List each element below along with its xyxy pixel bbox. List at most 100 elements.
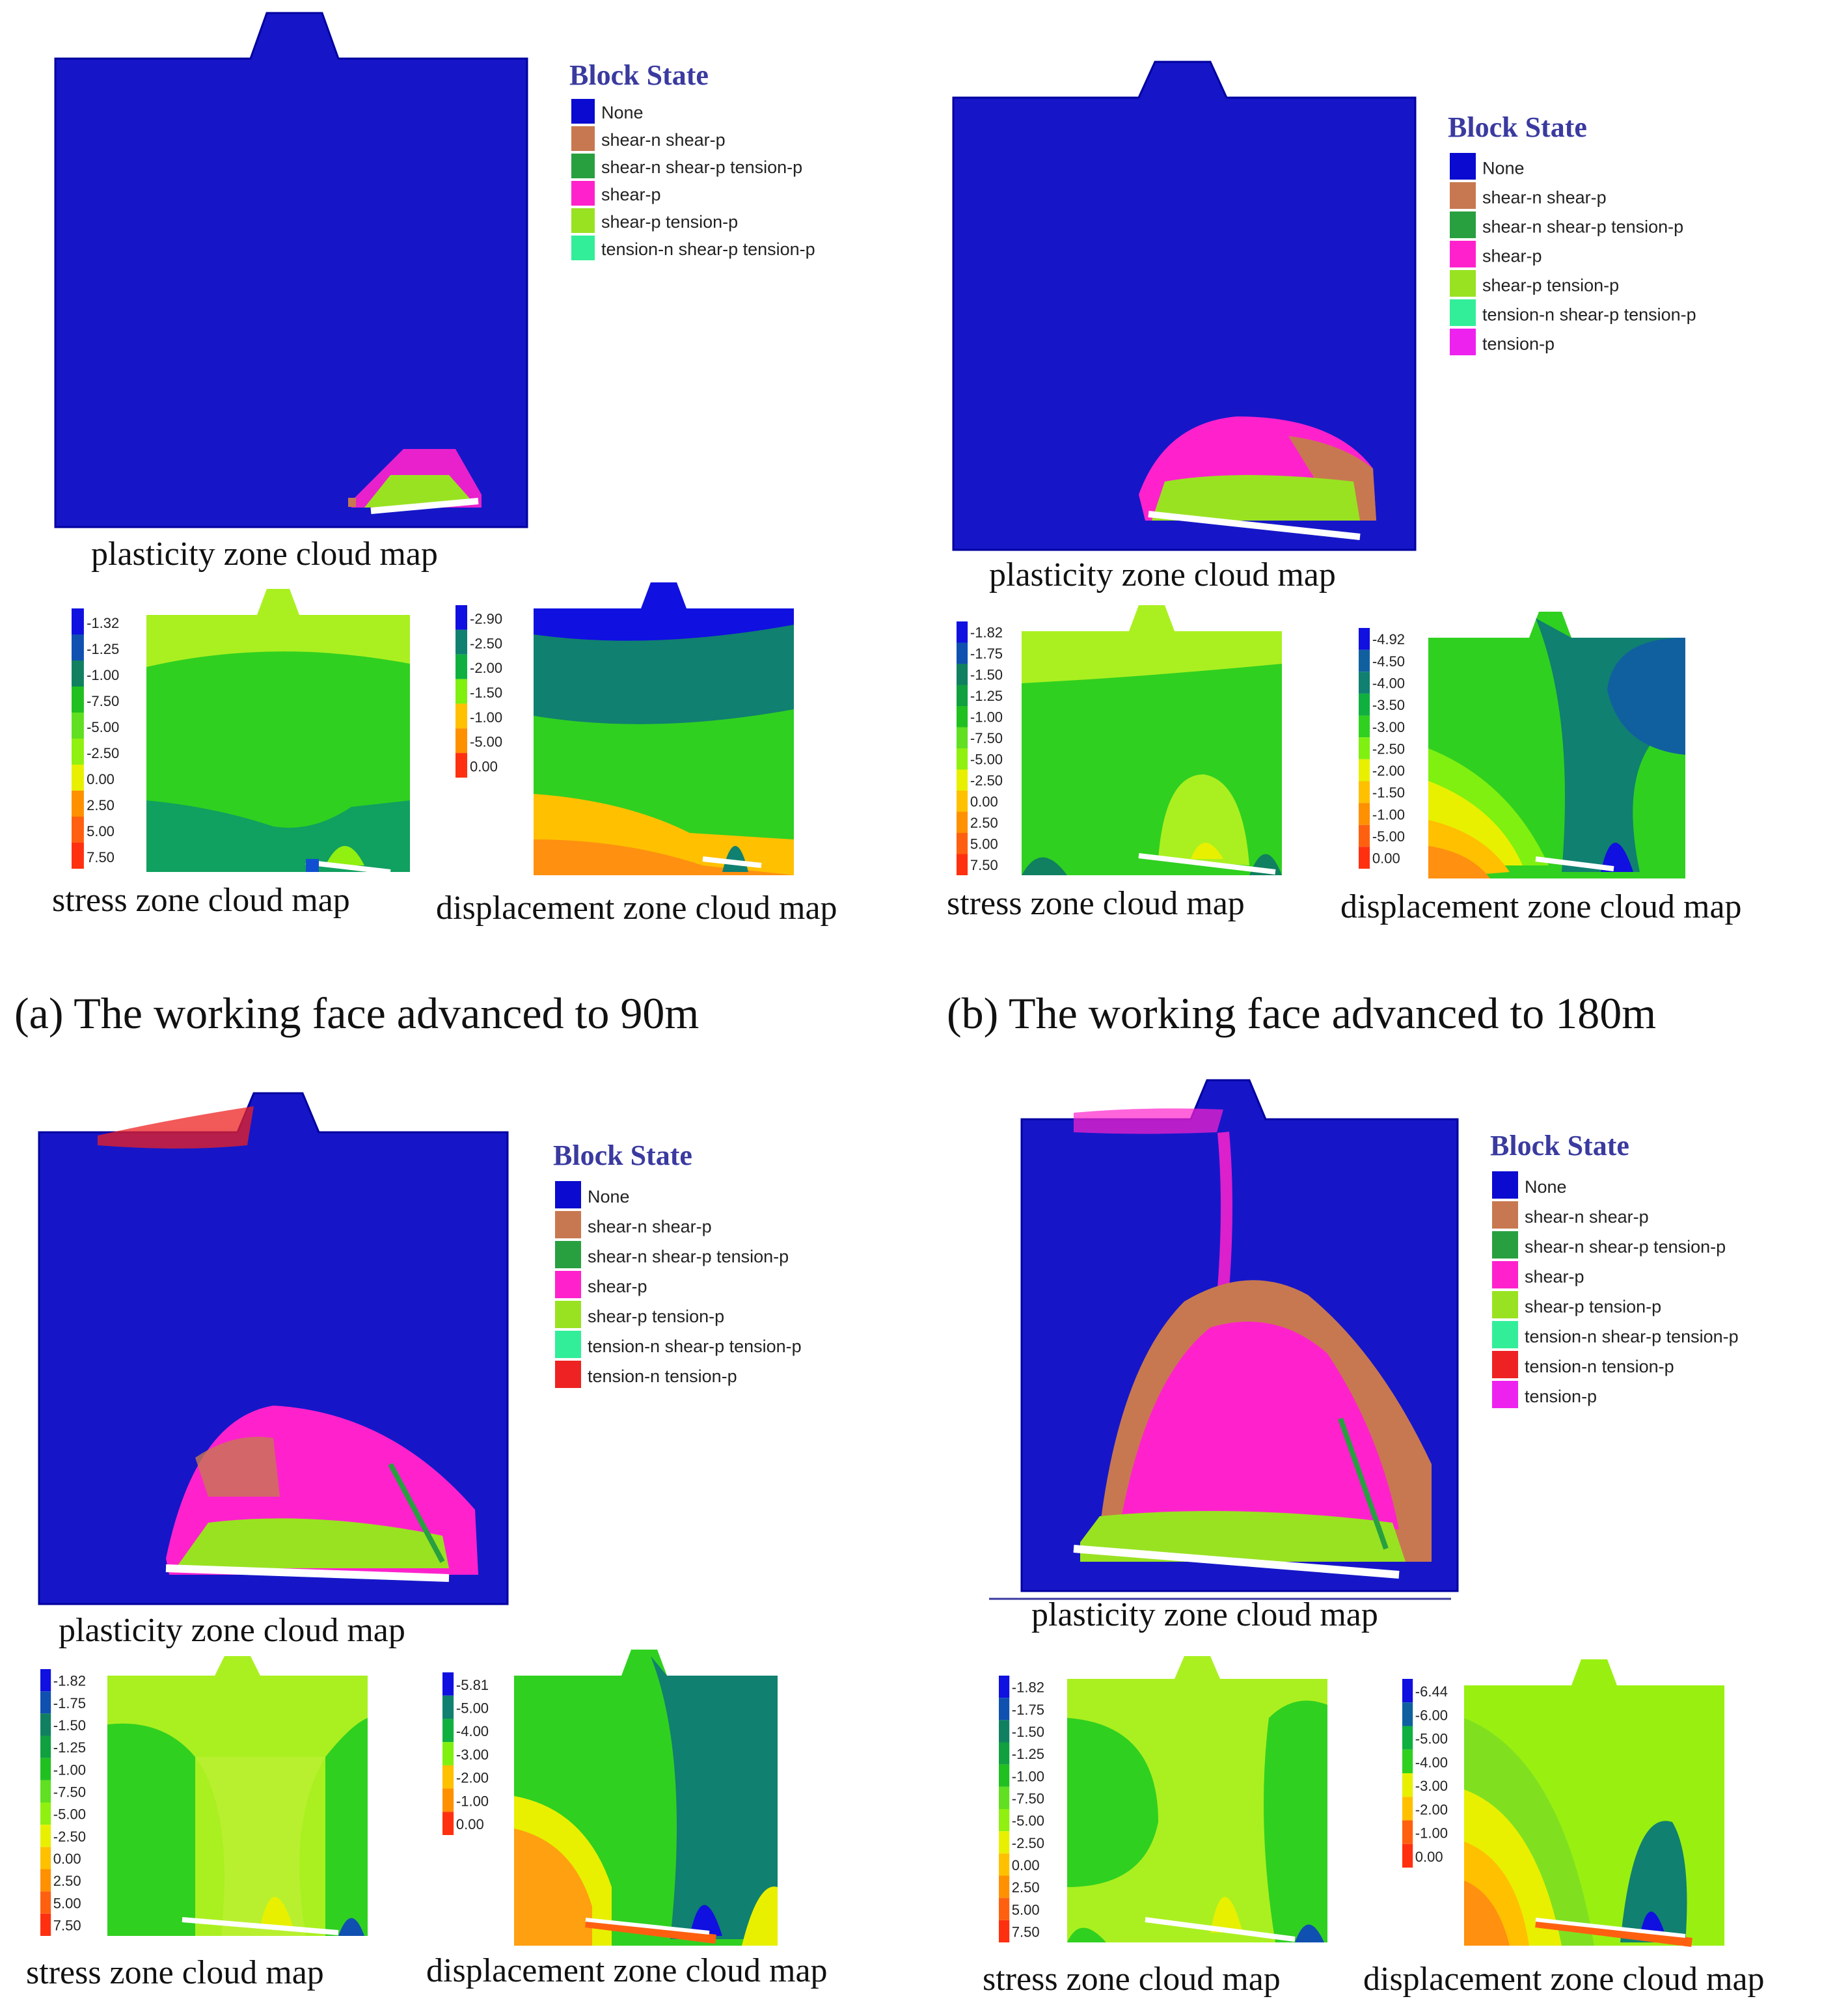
- scale-swatch: [957, 642, 968, 664]
- scale-swatch: [72, 791, 84, 817]
- scale-swatch: [455, 753, 467, 778]
- scale-tick-label: -4.00: [456, 1723, 489, 1739]
- caption-a: (a) The working face advanced to 90m: [14, 988, 699, 1038]
- scale-swatch: [72, 817, 84, 843]
- legend-a: Block State None shear-n shear-p shear-n s…: [569, 59, 815, 260]
- scale-tick-label: -1.00: [1012, 1768, 1044, 1784]
- caption-b: (b) The working face advanced to 180m: [947, 988, 1656, 1038]
- scale-tick-label: -1.00: [456, 1793, 489, 1809]
- scale-swatch: [957, 791, 968, 812]
- legend-item: tension-n shear-p tension-p: [555, 1331, 802, 1358]
- displacement-scale-a: -2.90 -2.50 -2.00 -1.50 -1.00 -5.00 0.00: [455, 605, 502, 778]
- scale-tick-label: -2.50: [1372, 741, 1405, 757]
- legend-item: shear-n shear-p tension-p: [571, 154, 802, 178]
- legend-swatch: [571, 181, 595, 206]
- legend-item: tension-n shear-p tension-p: [1492, 1321, 1739, 1348]
- stress-scale-d: -1.82 -1.75 -1.50 -1.25 -1.00 -7.50 -5.00 -2.50…: [999, 1676, 1044, 1942]
- legend-label: tension-n shear-p tension-p: [588, 1337, 802, 1356]
- displacement-scale-b: -4.92 -4.50 -4.00 -3.50 -3.00 -2.50 -2.00 -1.50…: [1359, 628, 1405, 869]
- scale-swatch: [72, 660, 84, 687]
- scale-swatch: [442, 1765, 454, 1789]
- scale-swatch: [72, 739, 84, 765]
- scale-swatch: [442, 1812, 454, 1835]
- scale-swatch: [1359, 803, 1370, 825]
- scale-tick-label: -1.75: [970, 646, 1003, 662]
- scale-swatch: [1359, 847, 1370, 869]
- scale-swatch: [957, 833, 968, 854]
- scale-tick-label: -1.25: [970, 688, 1003, 704]
- legend-title: Block State: [569, 59, 709, 91]
- scale-tick-label: -1.00: [87, 667, 119, 683]
- scale-tick-label: 7.50: [970, 857, 998, 873]
- legend-swatch: [1450, 182, 1476, 209]
- scale-tick-label: 2.50: [1012, 1879, 1040, 1896]
- legend-label: shear-p: [1482, 246, 1542, 265]
- scale-tick-label: -1.75: [53, 1695, 86, 1711]
- legend-swatch: [1492, 1321, 1518, 1348]
- legend-label: tension-p: [1525, 1387, 1597, 1406]
- legend-swatch: [555, 1361, 581, 1388]
- legend-swatch: [1492, 1261, 1518, 1288]
- stress-map-d: [1067, 1656, 1327, 1942]
- scale-swatch: [999, 1920, 1010, 1942]
- scale-tick-label: -1.50: [53, 1717, 86, 1734]
- scale-swatch: [40, 1780, 51, 1803]
- scale-tick-label: -4.00: [1415, 1754, 1448, 1771]
- scale-swatch: [72, 634, 84, 660]
- scale-swatch: [999, 1720, 1010, 1743]
- legend-swatch: [571, 126, 595, 151]
- scale-tick-label: -2.00: [470, 660, 502, 676]
- legend-item: tension-n tension-p: [555, 1361, 737, 1388]
- legend-swatch: [1492, 1201, 1518, 1229]
- legend-swatch: [555, 1271, 581, 1298]
- displacement-scale-c: -5.81 -5.00 -4.00 -3.00 -2.00 -1.00 0.00: [442, 1672, 489, 1835]
- legend-label: shear-p tension-p: [1482, 275, 1619, 295]
- scale-swatch: [957, 748, 968, 770]
- legend-swatch: [1450, 241, 1476, 267]
- scale-swatch: [40, 1847, 51, 1870]
- scale-swatch: [1359, 737, 1370, 759]
- legend-label: shear-n shear-p: [1482, 187, 1607, 207]
- legend-c: Block State None shear-n shear-p shear-n s…: [553, 1139, 802, 1388]
- scale-swatch: [999, 1898, 1010, 1920]
- scale-tick-label: -4.50: [1372, 653, 1405, 670]
- scale-swatch: [40, 1691, 51, 1714]
- scale-tick-label: -5.00: [1372, 828, 1405, 845]
- scale-swatch: [957, 769, 968, 791]
- legend-swatch: [1492, 1381, 1518, 1408]
- scale-swatch: [1402, 1797, 1413, 1821]
- scale-swatch: [957, 664, 968, 685]
- legend-title: Block State: [553, 1139, 692, 1171]
- plasticity-label-a: plasticity zone cloud map: [91, 536, 438, 573]
- scale-swatch: [957, 685, 968, 706]
- scale-tick-label: -1.50: [470, 685, 502, 701]
- displacement-label-d: displacement zone cloud map: [1363, 1961, 1765, 1998]
- stress-map-a: [146, 589, 410, 875]
- legend-label: None: [588, 1187, 630, 1206]
- displacement-map-c: [514, 1650, 778, 1946]
- scale-tick-label: 0.00: [456, 1816, 484, 1832]
- legend-label: None: [1525, 1177, 1567, 1197]
- scale-swatch: [442, 1742, 454, 1765]
- scale-tick-label: -1.00: [1415, 1825, 1448, 1842]
- legend-swatch: [1492, 1171, 1518, 1199]
- legend-item: shear-n shear-p tension-p: [1492, 1231, 1726, 1259]
- scale-swatch: [999, 1676, 1010, 1698]
- plasticity-map-b: [952, 61, 1417, 551]
- scale-tick-label: -2.50: [1012, 1835, 1044, 1851]
- scale-tick-label: 5.00: [87, 823, 115, 839]
- scale-tick-label: -1.82: [53, 1673, 86, 1689]
- scale-tick-label: 0.00: [53, 1851, 81, 1867]
- plasticity-map-c: [38, 1092, 509, 1605]
- legend-swatch: [555, 1181, 581, 1208]
- displacement-label-b: displacement zone cloud map: [1340, 888, 1742, 925]
- scale-tick-label: 0.00: [470, 759, 498, 775]
- scale-tick-label: 2.50: [87, 797, 115, 813]
- scale-tick-label: -5.81: [456, 1677, 489, 1693]
- legend-swatch: [1450, 329, 1476, 355]
- scale-tick-label: -7.50: [87, 693, 119, 709]
- scale-tick-label: -1.00: [470, 709, 502, 726]
- scale-tick-label: -2.50: [53, 1829, 86, 1845]
- scale-tick-label: 5.00: [1012, 1901, 1040, 1918]
- legend-label: tension-p: [1482, 334, 1555, 353]
